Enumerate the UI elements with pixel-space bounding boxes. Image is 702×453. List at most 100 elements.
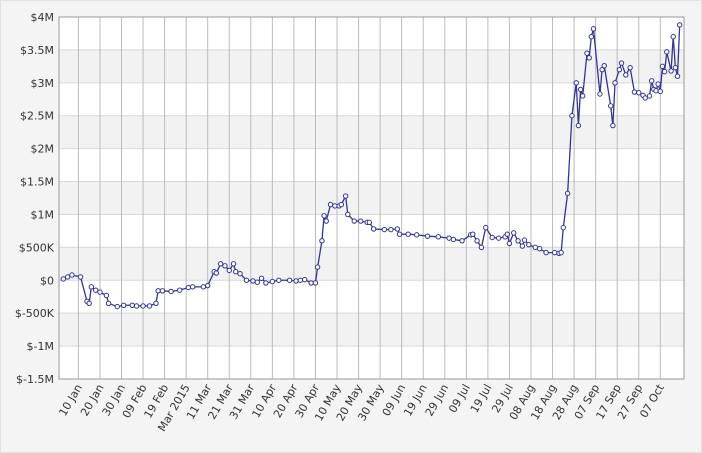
point xyxy=(470,231,476,237)
point xyxy=(446,235,452,241)
point xyxy=(60,276,67,282)
point xyxy=(573,80,579,86)
point xyxy=(648,78,655,84)
point xyxy=(450,236,457,243)
point xyxy=(515,238,521,244)
point xyxy=(213,270,220,276)
point xyxy=(342,193,349,199)
point xyxy=(263,280,269,286)
point xyxy=(668,68,674,74)
point xyxy=(642,95,648,101)
y-tick-label: $-1.5M xyxy=(16,373,54,386)
point xyxy=(586,55,592,61)
y-tick-label: $4M xyxy=(31,11,55,24)
point xyxy=(103,292,110,299)
point xyxy=(323,218,329,224)
point xyxy=(424,233,431,239)
point xyxy=(133,303,140,309)
band xyxy=(59,181,684,215)
point xyxy=(86,300,92,307)
point xyxy=(584,50,590,56)
point xyxy=(599,66,605,73)
point xyxy=(569,113,575,119)
band xyxy=(59,247,684,281)
point xyxy=(129,302,135,308)
point xyxy=(601,63,607,69)
y-tick-label: $1.5M xyxy=(20,176,54,189)
band xyxy=(59,115,684,149)
point xyxy=(405,231,411,237)
point xyxy=(243,277,250,283)
point xyxy=(551,249,558,256)
point xyxy=(495,235,502,241)
point xyxy=(435,234,442,240)
point xyxy=(230,261,237,267)
point xyxy=(636,89,642,96)
point xyxy=(226,267,232,274)
point xyxy=(64,274,71,280)
point xyxy=(222,263,228,269)
point xyxy=(327,201,334,208)
point xyxy=(297,277,304,283)
point xyxy=(312,280,319,286)
point xyxy=(217,261,224,267)
point xyxy=(532,244,538,251)
point xyxy=(478,244,485,251)
point xyxy=(489,234,495,241)
point xyxy=(319,238,325,244)
point xyxy=(97,289,103,295)
point xyxy=(233,269,239,275)
point xyxy=(521,237,528,243)
point xyxy=(308,280,314,286)
point xyxy=(250,278,256,284)
point xyxy=(254,279,260,285)
point xyxy=(519,243,526,249)
point xyxy=(269,278,276,285)
point xyxy=(381,226,388,233)
point xyxy=(474,238,480,244)
point xyxy=(459,238,465,244)
y-tick-label: $2M xyxy=(31,143,55,156)
point xyxy=(655,81,661,87)
point xyxy=(88,284,95,290)
point xyxy=(577,86,584,93)
point xyxy=(200,284,207,290)
point xyxy=(205,282,211,289)
point xyxy=(146,303,153,309)
point xyxy=(588,34,595,40)
point xyxy=(92,287,99,293)
point xyxy=(189,284,196,290)
point xyxy=(659,63,666,70)
point xyxy=(77,274,84,280)
y-tick-label: $3M xyxy=(31,77,55,90)
point xyxy=(153,300,159,307)
point xyxy=(176,287,183,293)
point xyxy=(314,264,321,270)
point xyxy=(414,232,420,238)
y-tick-label: $0 xyxy=(40,274,54,287)
point xyxy=(612,80,618,86)
y-tick-label: $2.5M xyxy=(20,110,54,123)
point xyxy=(293,278,299,284)
point xyxy=(237,270,243,277)
point xyxy=(661,68,668,75)
y-tick-label: $1M xyxy=(31,208,55,221)
plot-border xyxy=(58,16,685,380)
y-tick-label: $-1M xyxy=(27,340,54,353)
point xyxy=(140,303,146,309)
point xyxy=(631,89,638,95)
point xyxy=(511,230,517,236)
point xyxy=(627,64,633,71)
point xyxy=(301,276,308,283)
point xyxy=(155,288,161,294)
point xyxy=(646,93,653,99)
point xyxy=(276,277,282,283)
band xyxy=(59,49,684,83)
point xyxy=(608,103,614,109)
point xyxy=(258,275,265,281)
point xyxy=(394,226,401,232)
point xyxy=(358,218,364,224)
point xyxy=(114,303,120,310)
point xyxy=(366,219,373,226)
